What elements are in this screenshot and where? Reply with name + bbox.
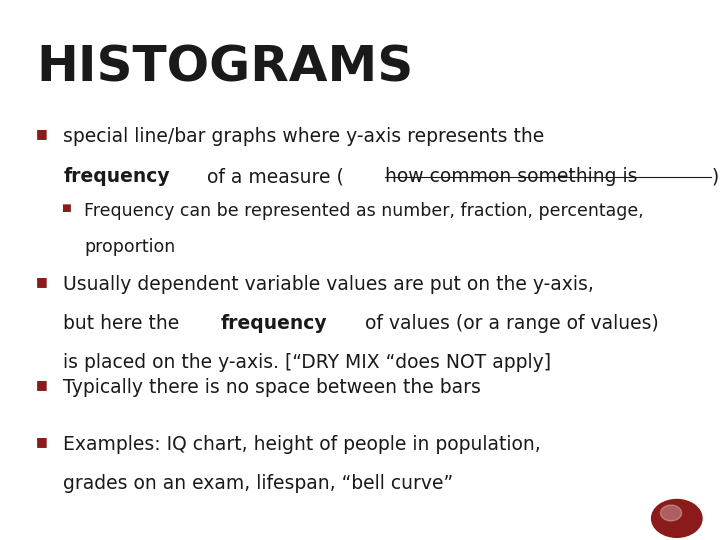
Text: Examples: IQ chart, height of people in population,: Examples: IQ chart, height of people in …	[63, 435, 541, 454]
Text: how common something is: how common something is	[385, 167, 638, 186]
Text: ■: ■	[36, 275, 48, 288]
Text: proportion: proportion	[84, 238, 176, 255]
Circle shape	[652, 500, 702, 537]
Circle shape	[660, 505, 682, 521]
Text: frequency: frequency	[221, 314, 328, 333]
Text: ): )	[711, 167, 719, 186]
Text: ■: ■	[36, 378, 48, 391]
Text: ■: ■	[36, 127, 48, 140]
Text: special line/bar graphs where y-axis represents the: special line/bar graphs where y-axis rep…	[63, 127, 544, 146]
Text: of values (or a range of values): of values (or a range of values)	[359, 314, 658, 333]
Text: Frequency can be represented as number, fraction, percentage,: Frequency can be represented as number, …	[84, 202, 644, 220]
Text: grades on an exam, lifespan, “bell curve”: grades on an exam, lifespan, “bell curve…	[63, 474, 454, 492]
Text: but here the: but here the	[63, 314, 186, 333]
Text: Usually dependent variable values are put on the y-axis,: Usually dependent variable values are pu…	[63, 275, 594, 294]
Text: HISTOGRAMS: HISTOGRAMS	[36, 43, 413, 91]
Text: Typically there is no space between the bars: Typically there is no space between the …	[63, 378, 481, 397]
Text: ■: ■	[36, 435, 48, 448]
Text: is placed on the y-axis. [“DRY MIX “does NOT apply]: is placed on the y-axis. [“DRY MIX “does…	[63, 353, 552, 372]
Text: frequency: frequency	[63, 167, 170, 186]
Text: ■: ■	[61, 202, 71, 213]
Text: of a measure (: of a measure (	[201, 167, 344, 186]
